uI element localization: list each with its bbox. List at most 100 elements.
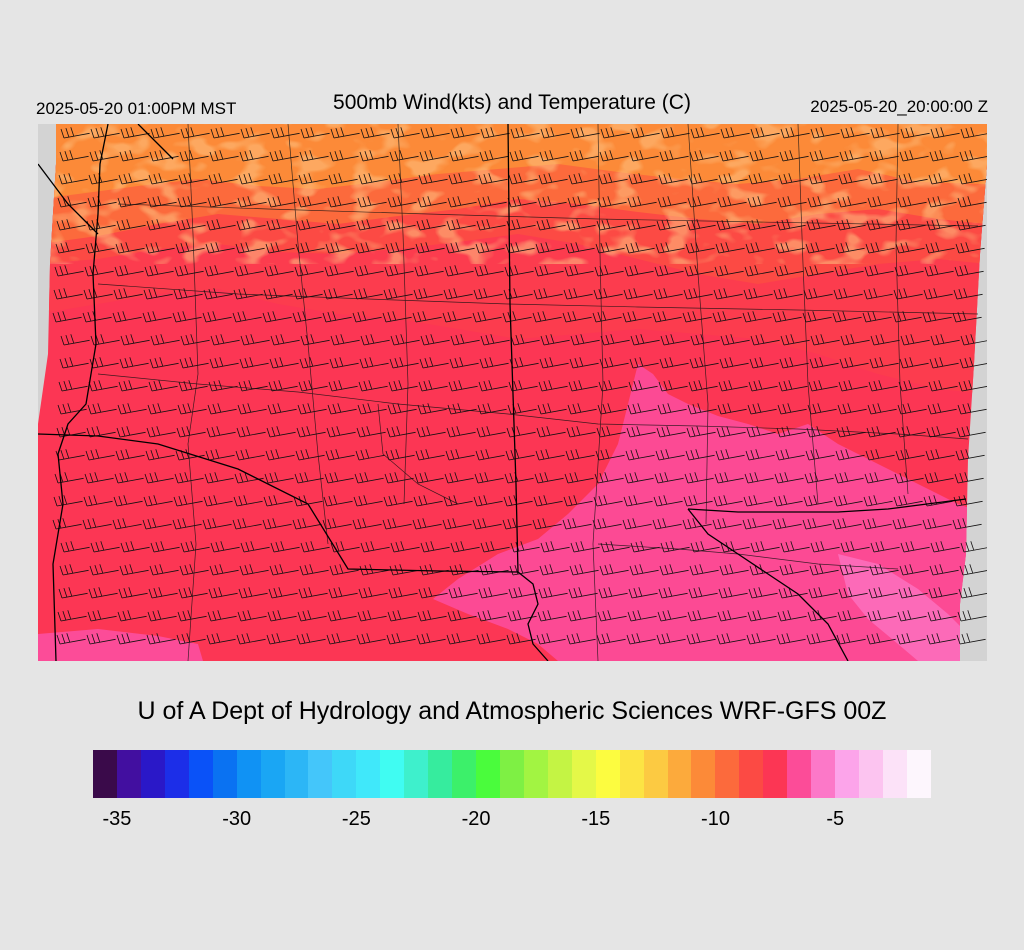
wind-barb xyxy=(478,380,508,392)
colorbar-cell xyxy=(619,750,644,798)
wind-barb xyxy=(510,334,540,346)
wind-barb xyxy=(958,587,987,599)
wind-barb xyxy=(532,518,562,530)
wind-barb xyxy=(352,518,382,530)
wind-barb xyxy=(685,242,715,254)
wind-barb xyxy=(954,472,984,484)
wind-barb xyxy=(802,311,832,323)
wind-barb xyxy=(504,472,534,484)
wind-barb xyxy=(117,403,147,415)
wind-barb xyxy=(747,403,777,415)
wind-barb xyxy=(566,426,596,438)
wind-barb xyxy=(743,288,773,300)
wind-barb xyxy=(925,449,955,461)
wind-barb xyxy=(563,288,593,300)
wind-barb xyxy=(626,633,656,645)
wind-barb xyxy=(806,426,836,438)
wind-barb xyxy=(238,173,268,185)
wind-barb xyxy=(562,518,592,530)
wind-barb xyxy=(865,449,895,461)
wind-barb xyxy=(807,403,837,415)
wind-barb xyxy=(567,196,597,208)
wind-barb xyxy=(174,265,204,277)
wind-barb xyxy=(597,403,627,415)
wind-barb xyxy=(625,242,655,254)
wind-barb xyxy=(839,564,869,576)
wind-barb xyxy=(957,610,987,622)
wind-barb xyxy=(479,357,509,369)
wind-barb xyxy=(292,311,322,323)
wind-barb xyxy=(893,288,923,300)
wind-barb xyxy=(448,173,478,185)
wind-barb xyxy=(418,587,448,599)
wind-barb xyxy=(449,564,479,576)
wind-barb xyxy=(654,472,684,484)
wind-barb xyxy=(658,173,688,185)
wind-barb xyxy=(809,150,839,162)
wind-barb xyxy=(838,380,868,392)
wind-barb xyxy=(684,265,714,277)
wind-barb xyxy=(778,173,808,185)
wind-barb xyxy=(147,403,177,415)
wind-barb xyxy=(445,242,475,254)
wind-barb xyxy=(269,357,299,369)
wind-barb xyxy=(870,541,900,553)
wind-barb xyxy=(840,127,870,139)
wind-barb xyxy=(778,380,808,392)
wind-barb xyxy=(806,219,836,231)
wind-barb xyxy=(803,495,833,507)
wind-barb xyxy=(205,449,235,461)
colorbar-cell xyxy=(595,750,620,798)
wind-barb xyxy=(418,380,448,392)
wind-barb xyxy=(536,426,566,438)
wind-barb xyxy=(745,449,775,461)
colorbar-cell xyxy=(547,750,572,798)
wind-barb xyxy=(266,633,296,645)
wind-barb xyxy=(115,449,145,461)
wind-barb xyxy=(418,173,448,185)
wind-barb xyxy=(234,472,264,484)
wind-barb xyxy=(239,357,269,369)
wind-barb xyxy=(238,587,268,599)
wind-barb xyxy=(779,564,809,576)
wind-barb xyxy=(960,127,987,139)
wind-barb xyxy=(777,610,807,622)
wind-barb xyxy=(179,564,209,576)
wind-barb xyxy=(442,311,472,323)
wind-barb xyxy=(775,242,805,254)
wind-barb xyxy=(570,334,600,346)
wind-barb xyxy=(656,219,686,231)
wind-barb xyxy=(476,633,506,645)
wind-barb xyxy=(929,564,959,576)
wind-barb xyxy=(240,127,270,139)
wind-barb xyxy=(835,449,865,461)
wind-barb xyxy=(628,380,658,392)
wind-barb xyxy=(748,587,778,599)
wind-barb xyxy=(203,495,233,507)
wind-barb xyxy=(533,288,563,300)
wind-barb xyxy=(569,357,599,369)
state-boundaries xyxy=(38,124,967,661)
wind-barb xyxy=(509,564,539,576)
wind-barb xyxy=(263,495,293,507)
wind-barb xyxy=(780,541,810,553)
wind-barb xyxy=(809,357,839,369)
wind-barb xyxy=(416,426,446,438)
wind-barb xyxy=(208,173,238,185)
wind-barb xyxy=(179,357,209,369)
wind-barb xyxy=(145,242,175,254)
wind-barb xyxy=(840,541,870,553)
wind-barb xyxy=(805,449,835,461)
colorbar-cell xyxy=(835,750,859,798)
wind-barb xyxy=(89,150,119,162)
wind-barb xyxy=(209,150,239,162)
wind-barb xyxy=(324,265,354,277)
wind-barb xyxy=(240,541,270,553)
wind-barb xyxy=(143,288,173,300)
wind-barb xyxy=(900,334,930,346)
wind-barb xyxy=(717,610,747,622)
wind-barb xyxy=(323,288,353,300)
wind-barb xyxy=(293,495,323,507)
wind-barb xyxy=(357,403,387,415)
wind-barb xyxy=(414,265,444,277)
